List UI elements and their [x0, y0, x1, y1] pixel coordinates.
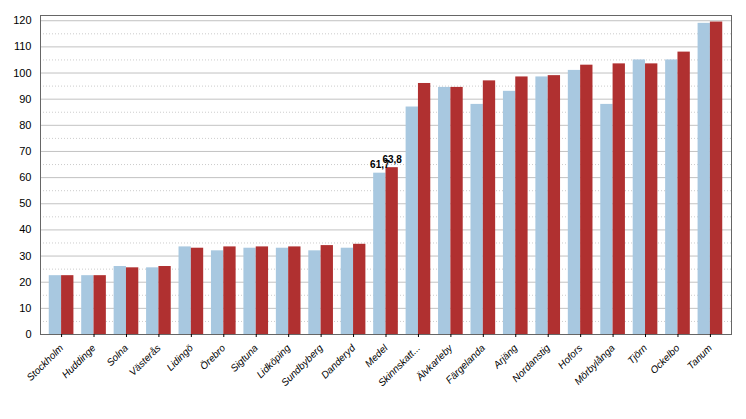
svg-text:Lidköping: Lidköping: [254, 342, 293, 381]
svg-text:20: 20: [19, 276, 31, 288]
svg-text:Ockelbo: Ockelbo: [648, 342, 682, 376]
svg-text:Lidingö: Lidingö: [164, 342, 195, 373]
svg-text:Medel: Medel: [363, 342, 391, 370]
svg-text:90: 90: [19, 93, 31, 105]
svg-text:60: 60: [19, 171, 31, 183]
svg-text:Örebro: Örebro: [198, 342, 228, 372]
svg-text:Mörbylånga: Mörbylånga: [572, 342, 617, 387]
svg-text:61,7: 61,7: [370, 159, 390, 171]
svg-text:40: 40: [19, 223, 31, 235]
svg-text:Danderyd: Danderyd: [319, 342, 358, 381]
svg-text:Tanum: Tanum: [685, 342, 714, 371]
svg-text:120: 120: [13, 14, 31, 26]
svg-text:Nordanstig: Nordanstig: [510, 342, 552, 384]
svg-text:Västerås: Västerås: [127, 342, 163, 378]
svg-text:Solna: Solna: [104, 342, 130, 368]
svg-text:0: 0: [25, 328, 31, 340]
svg-text:30: 30: [19, 250, 31, 262]
svg-text:110: 110: [14, 40, 32, 52]
svg-text:Tjörn: Tjörn: [625, 342, 649, 366]
svg-text:50: 50: [19, 197, 31, 209]
svg-text:100: 100: [13, 67, 31, 79]
svg-text:Sigtuna: Sigtuna: [228, 342, 260, 374]
svg-text:Sundbyberg: Sundbyberg: [279, 342, 325, 388]
svg-text:Älvkarleby: Älvkarleby: [414, 342, 455, 383]
svg-text:Hofors: Hofors: [556, 342, 585, 371]
svg-text:70: 70: [19, 145, 31, 157]
svg-text:Arjäng: Arjäng: [491, 342, 520, 371]
svg-text:Skinnskatt...: Skinnskatt...: [376, 342, 422, 388]
svg-text:10: 10: [19, 302, 31, 314]
svg-text:Stockholm: Stockholm: [24, 342, 65, 383]
svg-text:Huddinge: Huddinge: [60, 342, 98, 380]
svg-text:80: 80: [19, 119, 31, 131]
svg-text:63,8: 63,8: [382, 154, 402, 165]
svg-text:Färgelanda: Färgelanda: [443, 342, 487, 386]
